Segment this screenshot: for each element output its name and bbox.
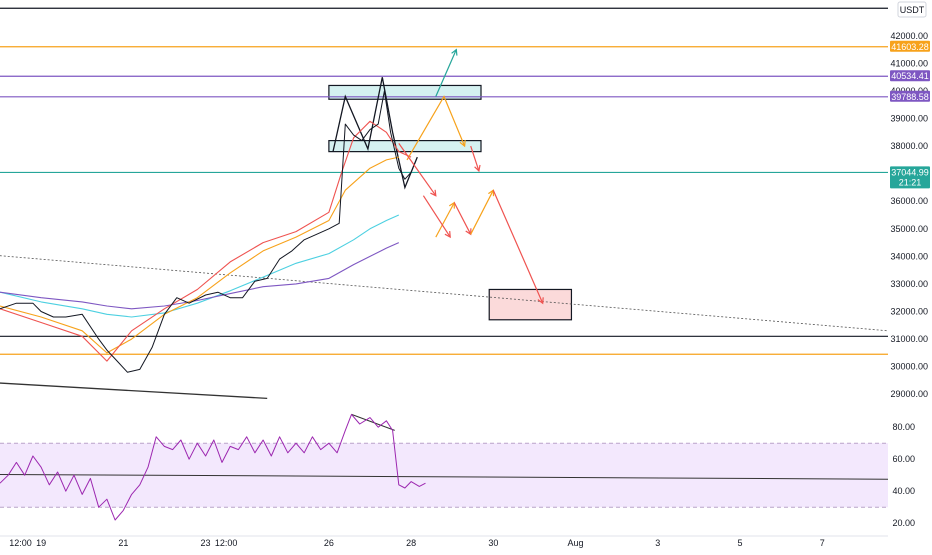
price-tag-value: 40534.41 xyxy=(891,71,929,81)
time-tick-label: 23 xyxy=(201,538,211,548)
price-tag-value: 37044.99 xyxy=(891,167,929,177)
price-tick-label: 30000.00 xyxy=(890,362,928,372)
price-tick-label: 29000.00 xyxy=(890,389,928,399)
time-tick-label: 30 xyxy=(488,538,498,548)
trendline-2[interactable] xyxy=(332,77,418,190)
price-lines xyxy=(0,7,888,355)
price-tick-label: 33000.00 xyxy=(890,279,928,289)
arrow-head xyxy=(451,48,458,56)
oscillator-axis[interactable]: 80.00 60.00 40.00 20.00 xyxy=(892,422,915,528)
trendline-1[interactable] xyxy=(0,382,268,400)
price-tag-value: 39788.58 xyxy=(891,92,929,102)
oscillator xyxy=(0,413,889,521)
price-tick-label: 39000.00 xyxy=(890,114,928,124)
zone-2[interactable] xyxy=(488,288,573,321)
moving-average-1 xyxy=(0,242,400,310)
moving-average-3 xyxy=(0,120,412,362)
price-tag-box xyxy=(890,40,930,52)
time-tick-label: 5 xyxy=(737,538,742,548)
time-axis[interactable]: 12:00 19 21 23 12:00 26 28 30 Aug 3 5 7 xyxy=(9,538,824,548)
arrow-head xyxy=(474,164,481,173)
price-tick-label: 36000.00 xyxy=(890,196,928,206)
oscillator-trendline-0[interactable] xyxy=(0,473,889,480)
price-tag-countdown: 21:21 xyxy=(899,177,922,187)
projection-0[interactable] xyxy=(406,95,466,161)
price-tick-label: 34000.00 xyxy=(890,251,928,261)
currency-box xyxy=(897,1,927,18)
projection-line xyxy=(406,95,466,161)
projection-5[interactable] xyxy=(492,189,544,305)
time-tick-label: 12:00 xyxy=(215,538,238,548)
zone-0[interactable] xyxy=(328,84,482,100)
price-series xyxy=(0,90,412,373)
projection-line xyxy=(470,145,480,172)
currency-label[interactable]: USDT xyxy=(897,1,927,18)
projection-8[interactable] xyxy=(422,195,451,239)
price-tick-label: 41000.00 xyxy=(890,58,928,68)
price-tag-3: 39788.58 xyxy=(890,90,930,102)
price-tick-label: 31000.00 xyxy=(890,334,928,344)
price-tag-box xyxy=(890,90,930,102)
oscillator-line xyxy=(0,413,426,521)
projection-1[interactable] xyxy=(398,143,437,197)
projection-arrows[interactable] xyxy=(398,48,544,305)
price-tag-value: 41603.28 xyxy=(891,42,929,52)
oscillator-tick-label: 20.00 xyxy=(892,518,915,528)
projection-line xyxy=(435,49,457,97)
time-tick-label: 7 xyxy=(820,538,825,548)
oscillator-tick-label: 40.00 xyxy=(892,486,915,496)
time-tick-label: 28 xyxy=(406,538,416,548)
price-tick-label: 38000.00 xyxy=(890,141,928,151)
projection-line xyxy=(492,189,544,304)
trendlines[interactable] xyxy=(0,77,889,400)
currency-text: USDT xyxy=(900,5,925,15)
arrow-head xyxy=(430,189,437,197)
arrow-head xyxy=(537,297,544,305)
price-tag-2: 40534.41 xyxy=(890,70,930,82)
price-tag-box xyxy=(890,70,930,82)
time-tick-label: 26 xyxy=(324,538,334,548)
time-tick-label: 3 xyxy=(655,538,660,548)
oscillator-trendline-1[interactable] xyxy=(351,413,395,431)
price-axis-background xyxy=(888,0,932,550)
projection-line xyxy=(470,189,494,235)
arrow-head xyxy=(459,140,466,148)
projection-line xyxy=(453,202,472,235)
arrow-head xyxy=(444,231,451,239)
moving-average-0 xyxy=(0,214,400,318)
oscillator-tick-label: 60.00 xyxy=(892,454,915,464)
oscillator-tick-label: 80.00 xyxy=(892,422,915,432)
price-tag-box xyxy=(890,166,930,189)
projection-line xyxy=(435,202,455,238)
time-tick-label: 21 xyxy=(118,538,128,548)
price-tick-label: 35000.00 xyxy=(890,224,928,234)
price-tick-label: 42000.00 xyxy=(890,31,928,41)
projection-7[interactable] xyxy=(470,145,481,173)
time-tick-label: 12:00 xyxy=(9,538,32,548)
series-lines xyxy=(0,90,412,373)
time-tick-label: Aug xyxy=(568,538,584,548)
price-tag-1: 41603.28 xyxy=(890,40,930,52)
price-tick-label: 32000.00 xyxy=(890,307,928,317)
time-tick-label: 19 xyxy=(36,538,46,548)
trendline-0[interactable] xyxy=(0,255,889,332)
projection-line xyxy=(398,143,437,197)
projection-6[interactable] xyxy=(435,48,458,97)
projection-line xyxy=(422,195,451,238)
moving-average-2 xyxy=(0,156,399,354)
zones xyxy=(328,84,573,321)
